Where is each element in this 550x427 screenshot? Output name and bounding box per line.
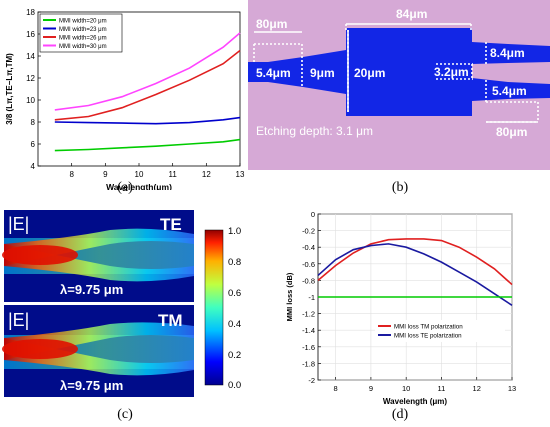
y-tick-label: -1.4	[302, 326, 315, 335]
colorbar-tick: 0.0	[228, 380, 241, 391]
dim-input-length: 80μm	[256, 17, 287, 31]
y-tick-label: 18	[26, 8, 35, 17]
y-axis-label: 3/8 (Lπ,TE−Lπ,TM)	[5, 53, 14, 125]
series-line	[54, 32, 241, 111]
mmi-schematic: 80μm 84μm 5.4μm 9μm 20μm 3.2μm 8.4μm 5.4…	[248, 0, 550, 170]
y-tick-label: -2	[308, 376, 315, 385]
x-tick-label: 11	[169, 170, 178, 179]
y-tick-label: -1	[308, 293, 315, 302]
caption-a: (a)	[117, 180, 133, 195]
colorbar-tick: 0.2	[228, 350, 241, 361]
dim-body-length: 84μm	[396, 7, 427, 21]
output-upper	[472, 42, 550, 64]
tm-field-map: |E| TM λ=9.75 μm	[2, 305, 194, 397]
field-maps: |E| TE λ=9.75 μm |E| TM λ=9.75 μm 1.0 0.…	[2, 210, 241, 397]
legend-label: MMI width=26 μm	[59, 36, 107, 42]
legend-label: MMI loss TE polarization	[394, 333, 462, 340]
y-axis-label: MMI loss (dB)	[285, 272, 294, 321]
dim-taper-height: 9μm	[310, 66, 335, 80]
panel-c: |E| TE λ=9.75 μm |E| TM λ=9.75 μm 1.0 0.…	[0, 208, 270, 408]
tm-field-symbol: |E|	[8, 310, 29, 330]
x-tick-label: 11	[438, 384, 446, 393]
x-axis-label: Wavelength (μm)	[383, 397, 447, 406]
mmi-body	[346, 28, 472, 116]
legend	[375, 320, 505, 342]
y-tick-label: -1.6	[302, 343, 315, 352]
colorbar	[204, 229, 224, 386]
legend-label: MMI width=23 μm	[59, 27, 107, 33]
input-taper	[248, 50, 346, 94]
y-tick-label: -1.8	[302, 359, 315, 368]
caption-c: (c)	[117, 407, 133, 422]
y-tick-label: -1.2	[302, 310, 315, 319]
dim-output-upper: 8.4μm	[490, 46, 525, 60]
output-lower	[472, 78, 550, 101]
colorbar-tick: 1.0	[228, 226, 241, 237]
x-tick-label: 8	[69, 170, 74, 179]
panel-b: 80μm 84μm 5.4μm 9μm 20μm 3.2μm 8.4μm 5.4…	[248, 0, 550, 170]
colorbar-tick: 0.6	[228, 288, 241, 299]
dim-output-gap: 3.2μm	[434, 65, 469, 79]
legend-label: MMI width=20 μm	[59, 19, 107, 25]
tm-wavelength-label: λ=9.75 μm	[60, 378, 123, 393]
etching-depth-label: Etching depth: 3.1 μm	[256, 124, 373, 138]
series-line	[317, 238, 513, 286]
y-tick-label: 0	[311, 210, 315, 219]
dim-output-lower: 5.4μm	[492, 84, 527, 98]
x-tick-label: 13	[236, 170, 245, 179]
panel-d: 8 9 10 11 12 13 0 -0.2 -0.4 -0.6 -0.8 -1 -1.2 -1.4 -1.…	[280, 200, 550, 410]
x-tick-label: 13	[508, 384, 516, 393]
x-tick-label: 8	[334, 384, 338, 393]
y-tick-label: 10	[26, 96, 35, 105]
y-tick-label: 12	[26, 74, 35, 83]
x-tick-label: 12	[473, 384, 481, 393]
x-tick-label: 10	[135, 170, 144, 179]
colorbar-tick: 0.4	[228, 319, 241, 330]
y-tick-label: -0.6	[302, 260, 315, 269]
tm-label: TM	[158, 311, 183, 330]
legend-label: MMI width=30 μm	[59, 44, 107, 50]
y-tick-label: 14	[26, 52, 35, 61]
y-tick-label: -0.2	[302, 227, 315, 236]
te-wavelength-label: λ=9.75 μm	[60, 282, 123, 297]
y-tick-label: 16	[26, 30, 35, 39]
y-tick-label: 6	[31, 140, 36, 149]
caption-d: (d)	[391, 407, 409, 422]
y-tick-label: -0.4	[302, 243, 315, 252]
series-line	[54, 138, 241, 152]
dim-output-length: 80μm	[496, 125, 527, 139]
y-tick-label: -0.8	[302, 276, 315, 285]
caption-b: (b)	[391, 180, 409, 195]
x-tick-label: 10	[402, 384, 410, 393]
chart-d: 8 9 10 11 12 13 0 -0.2 -0.4 -0.6 -0.8 -1 -1.2 -1.4 -1.…	[285, 210, 516, 406]
te-label: TE	[160, 215, 182, 234]
series-line	[54, 49, 241, 121]
dim-body-height: 20μm	[354, 66, 385, 80]
te-field-map: |E| TE λ=9.75 μm	[2, 210, 194, 302]
x-axis-label: Wavelength(μm)	[106, 182, 172, 190]
colorbar-tick: 0.8	[228, 257, 241, 268]
y-tick-label: 8	[31, 118, 36, 127]
chart-a: 8 9 10 11 12 13 4 6 8 10 12 14 16 18 Wavelength(μm) 3/8…	[5, 8, 245, 192]
x-tick-label: 9	[369, 384, 373, 393]
te-field-symbol: |E|	[8, 214, 29, 234]
y-tick-label: 4	[31, 162, 36, 171]
series-line	[317, 243, 513, 306]
series-line	[54, 116, 241, 125]
dim-input-height: 5.4μm	[256, 66, 291, 80]
panel-a: 8 9 10 11 12 13 4 6 8 10 12 14 16 18 Wavelength(μm) 3/8…	[0, 0, 260, 192]
legend-label: MMI loss TM polarization	[394, 324, 463, 331]
x-tick-label: 9	[103, 170, 108, 179]
x-tick-label: 12	[202, 170, 211, 179]
